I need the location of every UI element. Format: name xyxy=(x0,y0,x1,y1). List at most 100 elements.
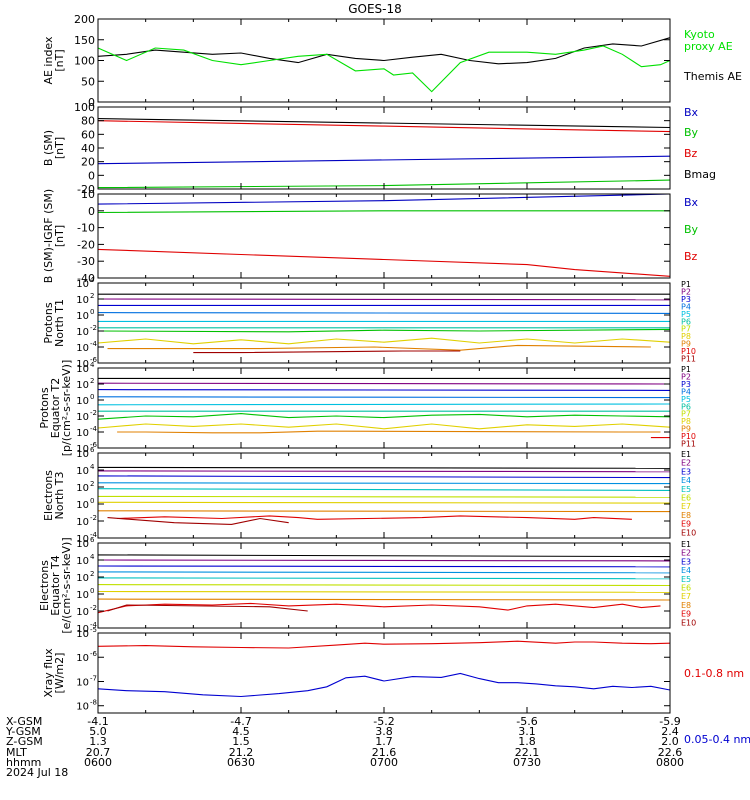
series-line-7 xyxy=(97,328,671,333)
series-line-8 xyxy=(97,598,671,601)
y-tick-label: 10 xyxy=(76,444,89,455)
series-line-4 xyxy=(97,571,671,574)
series-line-2 xyxy=(97,470,671,473)
y-axis-label: [nT] xyxy=(53,49,66,71)
y-tick-exponent: -4 xyxy=(90,531,98,539)
series-line-9 xyxy=(97,602,661,614)
y-axis-label: Xray flux xyxy=(42,648,55,698)
figure-title: GOES-18 xyxy=(348,2,402,16)
series-line-2 xyxy=(97,45,671,93)
series-line-3 xyxy=(97,475,671,479)
y-tick-exponent: 2 xyxy=(90,570,94,578)
legend-entry: P2 xyxy=(681,372,691,381)
chart-panel-3: -40 -30 -20 -10 0 10 B (SM)-IGRF (SM)[nT] Bx By B… xyxy=(42,188,699,285)
legend-entry: E3 xyxy=(681,557,691,566)
y-tick-label: 10 xyxy=(76,449,89,460)
y-tick-exponent: -2 xyxy=(90,409,97,417)
y-tick-label: 10 xyxy=(76,396,89,407)
y-tick-label: -20 xyxy=(77,183,95,196)
y-axis-label: [nT] xyxy=(53,225,66,247)
legend-entry: E1 xyxy=(681,450,691,459)
y-tick-label: 10 xyxy=(76,327,89,338)
y-axis-label: [p/(cm²-s-sr-keV)] xyxy=(60,360,73,457)
legend-entry: proxy AE xyxy=(684,40,733,53)
legend-entry: E4 xyxy=(681,566,691,575)
panel-frame xyxy=(97,452,671,539)
y-tick-label: 10 xyxy=(76,590,89,601)
y-tick-label: 0 xyxy=(88,96,95,109)
y-tick-exponent: -8 xyxy=(90,699,97,707)
legend-entry: P4 xyxy=(681,302,691,311)
panel-frame xyxy=(97,632,671,714)
y-tick-label: 20 xyxy=(81,156,95,169)
y-tick-exponent: 2 xyxy=(90,292,94,300)
series-line-7 xyxy=(97,501,671,504)
y-tick-exponent: -2 xyxy=(90,514,97,522)
ephemeris-value: 3.8 xyxy=(375,725,393,738)
legend-entry: E10 xyxy=(681,618,696,627)
legend-entry: E10 xyxy=(681,528,696,537)
legend-entry: P3 xyxy=(681,380,691,389)
y-axis-label: Electrons xyxy=(38,560,51,611)
ephemeris-value: 0800 xyxy=(656,756,684,769)
y-tick-label: 10 xyxy=(76,607,89,618)
legend-entry: Themis AE xyxy=(683,70,742,83)
legend-entry: P9 xyxy=(681,425,691,434)
y-tick-exponent: -4 xyxy=(90,425,98,433)
legend-entry: P11 xyxy=(681,440,696,449)
legend-entry: E5 xyxy=(681,575,691,584)
legend-entry: 0.1-0.8 nm xyxy=(684,667,744,680)
y-tick-label: 10 xyxy=(76,624,89,635)
y-tick-label: 10 xyxy=(76,359,89,370)
y-tick-exponent: -5 xyxy=(90,626,97,634)
legend-entry: Bz xyxy=(684,147,698,160)
ephemeris-value: 2.0 xyxy=(661,735,679,748)
series-line-4 xyxy=(97,396,671,399)
y-tick-label: -10 xyxy=(77,222,95,235)
ephemeris-value: 5.0 xyxy=(89,725,107,738)
legend-entry: E5 xyxy=(681,485,691,494)
series-line-1 xyxy=(97,554,671,558)
y-tick-exponent: -6 xyxy=(90,441,98,449)
y-tick-label: 150 xyxy=(74,34,95,47)
series-line-7 xyxy=(97,413,671,420)
legend-entry: E3 xyxy=(681,467,691,476)
y-tick-exponent: 2 xyxy=(90,377,94,385)
y-tick-exponent: -6 xyxy=(90,356,98,364)
ephemeris-value: 22.1 xyxy=(515,746,540,759)
y-tick-label: -30 xyxy=(77,255,95,268)
y-tick-exponent: -2 xyxy=(90,324,97,332)
legend-entry: P6 xyxy=(681,402,691,411)
y-tick-label: 80 xyxy=(81,115,95,128)
ephemeris-value: 1.5 xyxy=(232,735,250,748)
y-tick-label: 10 xyxy=(76,653,89,664)
legend-entry: E9 xyxy=(681,610,691,619)
series-line-2 xyxy=(97,210,670,214)
legend-entry: P2 xyxy=(681,287,691,296)
y-tick-label: 10 xyxy=(76,517,89,528)
y-tick-label: 10 xyxy=(76,534,89,545)
y-tick-exponent: 0 xyxy=(90,497,94,505)
legend-entry: E7 xyxy=(681,502,691,511)
series-line-5 xyxy=(97,577,671,580)
y-tick-label: 40 xyxy=(81,142,95,155)
y-tick-label: 10 xyxy=(76,311,89,322)
y-tick-exponent: -7 xyxy=(90,674,97,682)
series-line-3 xyxy=(97,389,671,391)
y-tick-label: 10 xyxy=(76,466,89,477)
ephemeris-value: 1.7 xyxy=(375,735,393,748)
y-tick-label: 10 xyxy=(76,412,89,423)
ephemeris-row-label: MLT xyxy=(6,746,27,759)
y-axis-label: Protons xyxy=(38,387,51,428)
date-label: 2024 Jul 18 xyxy=(6,766,68,779)
y-tick-label: 10 xyxy=(76,380,89,391)
y-axis-label: [W/m2] xyxy=(53,653,66,694)
series-line-4 xyxy=(97,482,671,485)
legend-entry: P9 xyxy=(681,340,691,349)
ephemeris-value: 0700 xyxy=(370,756,398,769)
y-tick-label: 10 xyxy=(76,500,89,511)
legend-entry: P10 xyxy=(681,347,696,356)
ephemeris-value: -4.1 xyxy=(87,715,108,728)
